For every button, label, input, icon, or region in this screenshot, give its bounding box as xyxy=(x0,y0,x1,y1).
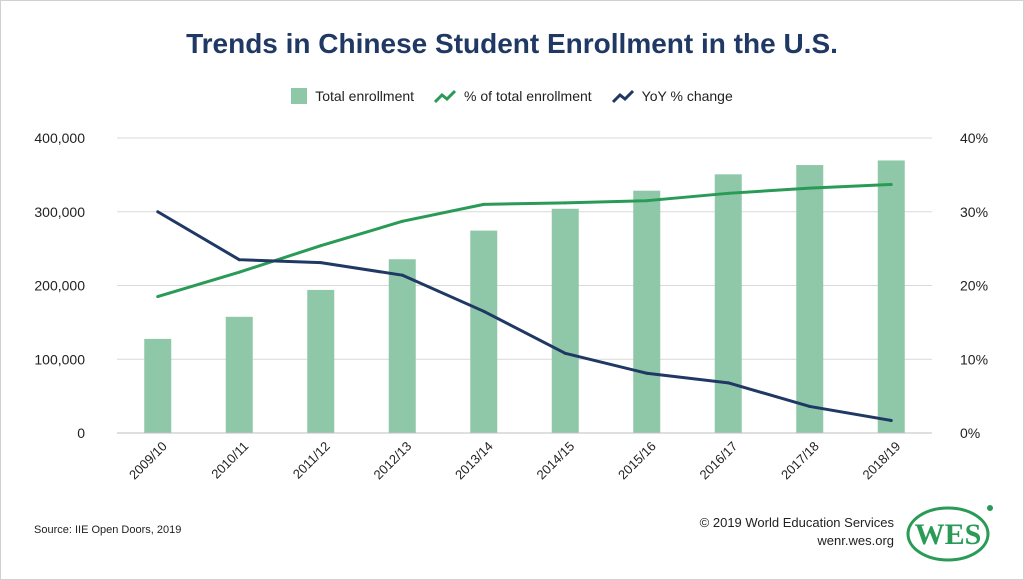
yoy-line-point xyxy=(400,273,404,277)
copyright-block: © 2019 World Education Services wenr.wes… xyxy=(700,514,894,550)
y-right-tick-label: 0% xyxy=(960,425,980,441)
pct-total-line-point xyxy=(645,199,649,203)
bar xyxy=(551,208,579,433)
pct-total-line-point xyxy=(319,244,323,248)
y-right-tick-label: 10% xyxy=(960,351,988,367)
bar xyxy=(144,338,172,433)
legend-label-yoy: YoY % change xyxy=(641,88,733,104)
x-tick-label: 2016/17 xyxy=(697,439,741,483)
source-note: Source: IIE Open Doors, 2019 xyxy=(34,524,182,536)
y-left-tick-label: 0 xyxy=(77,425,85,441)
yoy-line-point xyxy=(726,381,730,385)
legend-line-pct-total xyxy=(434,89,457,104)
y-left-tick-label: 100,000 xyxy=(34,351,85,367)
x-tick-label: 2018/19 xyxy=(860,439,904,483)
bar xyxy=(796,165,824,433)
x-tick-label: 2009/10 xyxy=(126,439,170,483)
y-left-tick-label: 300,000 xyxy=(34,204,85,220)
legend-line-yoy xyxy=(611,89,634,104)
copyright-text: © 2019 World Education Services xyxy=(699,515,894,530)
yoy-line-point xyxy=(563,351,567,355)
yoy-line-point xyxy=(156,210,160,214)
pct-total-line-point xyxy=(808,186,812,190)
x-tick-label: 2011/12 xyxy=(290,439,333,482)
pct-total-line-point xyxy=(400,219,404,223)
yoy-line-point xyxy=(645,371,649,375)
yoy-line xyxy=(156,210,892,422)
x-tick-label: 2014/15 xyxy=(534,439,578,483)
x-tick-label: 2012/13 xyxy=(371,439,415,483)
bar xyxy=(225,316,253,433)
x-tick-label: 2015/16 xyxy=(615,439,659,483)
chart-title: Trends in Chinese Student Enrollment in … xyxy=(186,28,838,59)
bar xyxy=(714,174,742,434)
pct-total-line-point xyxy=(482,202,486,206)
bar xyxy=(307,289,335,433)
website-text: wenr.wes.org xyxy=(817,533,894,548)
legend-label-pct-total: % of total enrollment xyxy=(464,88,592,104)
yoy-line-point xyxy=(808,404,812,408)
pct-total-line-point xyxy=(563,201,567,205)
bar xyxy=(877,160,905,433)
y-right-tick-label: 30% xyxy=(960,204,988,220)
bar xyxy=(633,190,661,433)
y-right-tick-label: 20% xyxy=(960,278,988,294)
yoy-line-point xyxy=(319,261,323,265)
bar xyxy=(388,259,416,433)
yoy-line-point xyxy=(482,309,486,313)
bar xyxy=(470,230,498,433)
y-left-tick-label: 200,000 xyxy=(34,278,85,294)
y-right-tick-label: 40% xyxy=(960,130,988,146)
pct-total-line xyxy=(157,182,892,298)
y-left-tick-label: 400,000 xyxy=(34,130,85,146)
legend-item-yoy: YoY % change xyxy=(611,88,733,104)
chart-legend: Total enrollment % of total enrollment Y… xyxy=(0,88,1024,104)
yoy-line-point xyxy=(237,258,241,262)
legend-label-total-enrollment: Total enrollment xyxy=(315,88,415,104)
legend-item-pct-total: % of total enrollment xyxy=(434,88,592,104)
x-tick-label: 2017/18 xyxy=(778,439,822,483)
pct-total-line-point xyxy=(156,295,160,299)
yoy-line-point xyxy=(889,418,893,422)
x-tick-label: 2010/11 xyxy=(208,439,251,482)
pct-total-line-point xyxy=(726,191,730,195)
x-tick-label: 2013/14 xyxy=(452,439,496,483)
wes-logo: WES xyxy=(906,505,993,562)
wes-logo-text: WES xyxy=(915,518,982,551)
pct-total-line-point xyxy=(237,270,241,274)
pct-total-line-point xyxy=(889,182,893,186)
legend-item-total-enrollment: Total enrollment xyxy=(291,88,414,104)
legend-swatch-bar xyxy=(291,88,308,104)
